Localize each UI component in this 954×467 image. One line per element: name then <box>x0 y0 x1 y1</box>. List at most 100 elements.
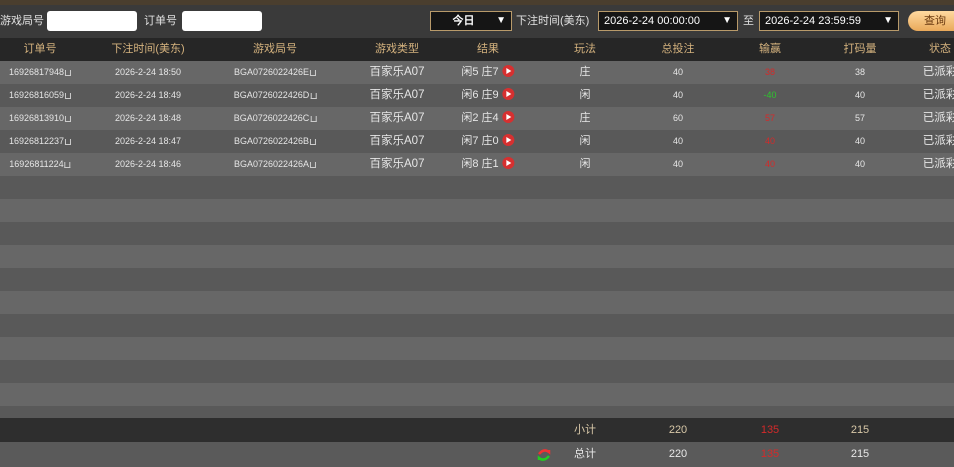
cell-9: 已派彩 <box>923 61 954 84</box>
play-replay-icon[interactable] <box>502 134 515 146</box>
cell-1: 2026-2-24 18:48 <box>115 107 181 130</box>
cell-text: 40 <box>672 159 684 169</box>
cell-text: 2026-2-24 18:50 <box>114 67 182 77</box>
empty-row <box>0 245 954 268</box>
copy-icon[interactable] <box>65 70 72 76</box>
query-button[interactable]: 查询 <box>908 11 954 31</box>
empty-row <box>0 383 954 406</box>
table-row: 16926811224 2026-2-24 18:46 BGA0726022426A… <box>0 153 954 176</box>
cell-text: 16926813910 <box>8 113 65 123</box>
end-time-value: 2026-2-24 23:59:59 <box>765 15 862 27</box>
cell-text: 40 <box>764 136 776 146</box>
time-label: 下注时间(美东) <box>516 15 590 27</box>
cell-text: BGA0726022426A <box>233 159 310 169</box>
cell-9: 已派彩 <box>923 84 954 107</box>
empty-row <box>0 176 954 199</box>
copy-icon[interactable] <box>310 116 317 122</box>
filter-toolbar: 游戏局号 订单号 今日 ▼ 下注时间(美东) 2026-2-24 00:00:00… <box>0 5 954 38</box>
table-row: 16926812237 2026-2-24 18:47 BGA0726022426B… <box>0 130 954 153</box>
column-header[interactable]: 游戏局号 <box>253 43 297 55</box>
cell-text: BGA0726022426B <box>233 136 310 146</box>
cell-text: 2026-2-24 18:49 <box>114 90 182 100</box>
empty-row <box>0 360 954 383</box>
cell-text: 16926812237 <box>8 136 65 146</box>
period-select[interactable]: 今日 ▼ <box>430 11 512 31</box>
copy-icon[interactable] <box>64 162 71 168</box>
cell-text: 闲6 庄9 <box>461 89 499 101</box>
play-replay-icon[interactable] <box>502 88 515 100</box>
start-time-select[interactable]: 2026-2-24 00:00:00 ▼ <box>598 11 738 31</box>
cell-text: 40 <box>854 159 866 169</box>
cell-text: 已派彩 <box>922 66 954 78</box>
cell-text: 闲5 庄7 <box>461 66 499 78</box>
order-input[interactable] <box>182 11 262 31</box>
cell-text: 38 <box>764 67 776 77</box>
copy-icon[interactable] <box>65 116 72 122</box>
column-header[interactable]: 游戏类型 <box>375 43 419 55</box>
cell-text: 40 <box>672 136 684 146</box>
empty-row <box>0 199 954 222</box>
cell-text: -40 <box>763 90 777 100</box>
total-row: 总计 220 135 215 <box>0 442 954 467</box>
cell-text: 百家乐A07 <box>369 135 425 147</box>
column-header[interactable]: 订单号 <box>23 43 57 55</box>
chevron-down-icon: ▼ <box>722 15 732 26</box>
cell-0: 16926812237 <box>8 130 72 153</box>
refresh-icon[interactable] <box>537 448 551 465</box>
cell-3: 百家乐A07 <box>370 61 425 84</box>
cell-1: 2026-2-24 18:46 <box>115 153 181 176</box>
empty-row <box>0 222 954 245</box>
cell-9: 已派彩 <box>923 107 954 130</box>
play-replay-icon[interactable] <box>502 157 515 169</box>
total-code: 215 <box>850 448 870 460</box>
column-header[interactable]: 下注时间(美东) <box>111 43 185 55</box>
copy-icon[interactable] <box>310 70 317 76</box>
cell-8: 40 <box>855 84 865 107</box>
table-row: 16926813910 2026-2-24 18:48 BGA0726022426C… <box>0 107 954 130</box>
cell-0: 16926816059 <box>9 84 72 107</box>
cell-9: 已派彩 <box>923 153 954 176</box>
column-header[interactable]: 总投注 <box>661 43 695 55</box>
copy-icon[interactable] <box>65 93 72 99</box>
copy-icon[interactable] <box>310 162 317 168</box>
cell-7: 38 <box>765 61 775 84</box>
copy-icon[interactable] <box>65 139 72 145</box>
cell-text: 40 <box>854 136 866 146</box>
cell-5: 庄 <box>580 61 591 84</box>
game-round-label: 游戏局号 <box>0 15 44 27</box>
empty-row <box>0 314 954 337</box>
table-row: 16926816059 2026-2-24 18:49 BGA0726022426D… <box>0 84 954 107</box>
column-header[interactable]: 打码量 <box>843 43 877 55</box>
copy-icon[interactable] <box>310 139 317 145</box>
subtotal-win: 135 <box>760 424 780 436</box>
cell-text: 40 <box>672 90 684 100</box>
cell-2: BGA0726022426C <box>234 107 317 130</box>
column-header[interactable]: 状态 <box>929 43 951 55</box>
cell-text: 2026-2-24 18:48 <box>114 113 182 123</box>
play-replay-icon[interactable] <box>502 65 515 77</box>
column-header[interactable]: 输赢 <box>759 43 781 55</box>
table-row: 16926817948 2026-2-24 18:50 BGA0726022426E… <box>0 61 954 84</box>
column-header[interactable]: 玩法 <box>574 43 596 55</box>
cell-4: 闲8 庄1 <box>461 153 515 176</box>
subtotal-bet: 220 <box>668 424 688 436</box>
empty-row <box>0 291 954 314</box>
cell-7: -40 <box>763 84 776 107</box>
cell-3: 百家乐A07 <box>370 84 425 107</box>
cell-text: 已派彩 <box>922 135 954 147</box>
cell-text: 40 <box>672 67 684 77</box>
top-strip <box>0 0 954 5</box>
end-time-select[interactable]: 2026-2-24 23:59:59 ▼ <box>759 11 899 31</box>
cell-0: 16926811224 <box>9 153 71 176</box>
cell-text: 2026-2-24 18:47 <box>114 136 182 146</box>
game-round-input[interactable] <box>47 11 137 31</box>
copy-icon[interactable] <box>310 93 317 99</box>
cell-text: BGA0726022426C <box>233 113 310 123</box>
to-label: 至 <box>743 15 754 27</box>
cell-9: 已派彩 <box>923 130 954 153</box>
column-header[interactable]: 结果 <box>477 43 499 55</box>
play-replay-icon[interactable] <box>502 111 515 123</box>
cell-text: 40 <box>764 159 776 169</box>
cell-text: 闲8 庄1 <box>461 158 499 170</box>
cell-text: 闲7 庄0 <box>461 135 499 147</box>
